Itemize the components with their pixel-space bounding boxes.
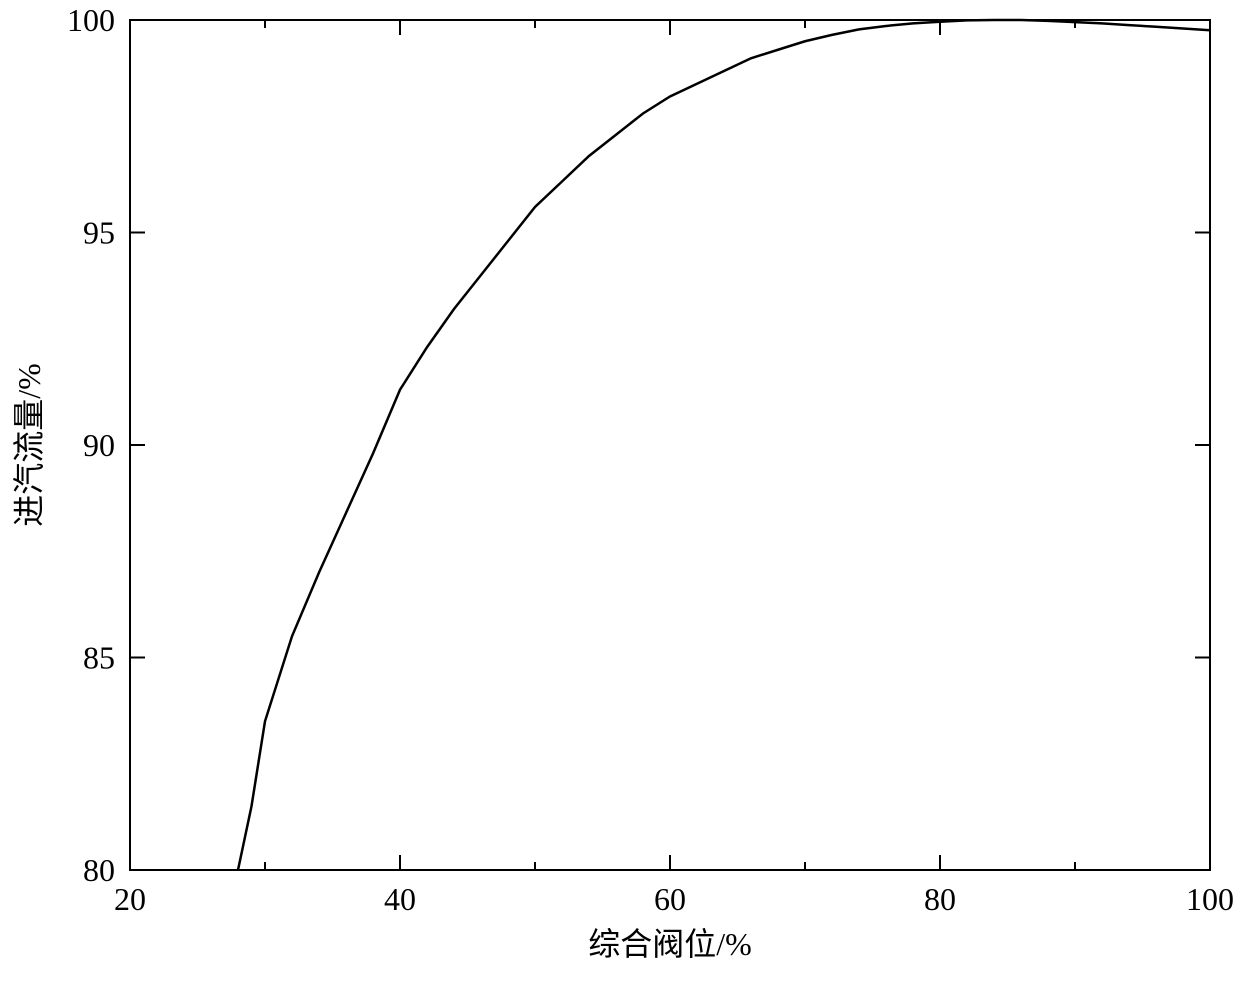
line-chart: 20 40 60 80 100 80 85 90 95 100 综合阀位/% 进汽流量/% [0,0,1240,984]
chart-container: 20 40 60 80 100 80 85 90 95 100 综合阀位/% 进汽流量/% [0,0,1240,984]
x-tick-label: 100 [1186,881,1234,917]
y-tick-label: 95 [83,215,115,251]
x-tick-label: 60 [654,881,686,917]
y-axis-ticks: 80 85 90 95 100 [67,2,1210,888]
x-axis-ticks: 20 40 60 80 100 [114,20,1234,917]
x-tick-label: 80 [924,881,956,917]
y-tick-label: 80 [83,852,115,888]
y-axis-label: 进汽流量/% [11,363,47,527]
y-tick-label: 85 [83,640,115,676]
x-tick-label: 40 [384,881,416,917]
y-tick-label: 100 [67,2,115,38]
y-tick-label: 90 [83,427,115,463]
plot-border [130,20,1210,870]
x-axis-label: 综合阀位/% [588,926,752,962]
x-tick-label: 20 [114,881,146,917]
data-curve [238,20,1210,870]
